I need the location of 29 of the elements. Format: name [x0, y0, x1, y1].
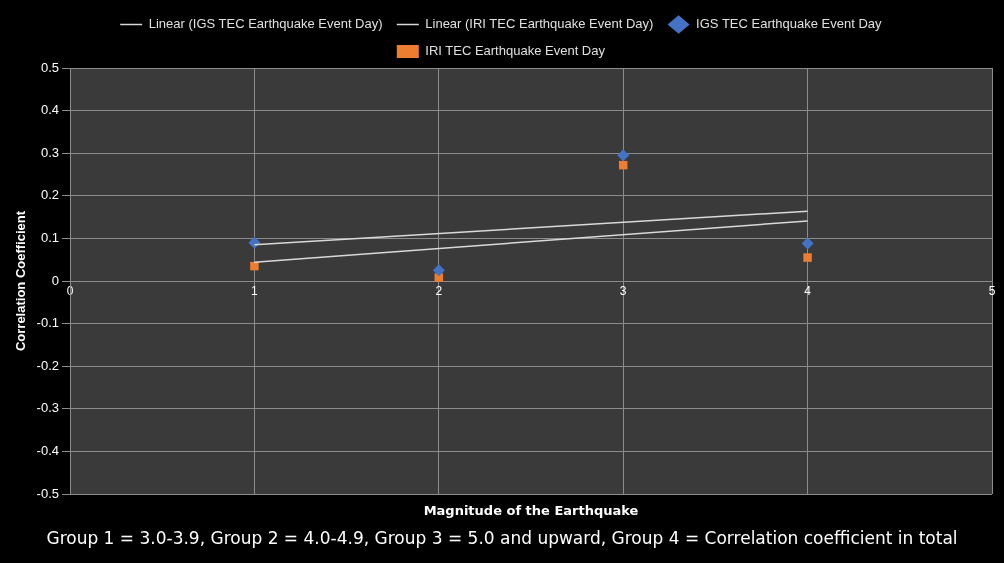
legend-label: IGS TEC Earthquake Event Day [696, 16, 883, 32]
x-axis-title: Magnitude of the Earthquake [423, 503, 639, 519]
x-tick-label: 2 [435, 283, 443, 298]
point [432, 264, 445, 277]
point [250, 261, 259, 271]
x-tick-label: 4 [804, 283, 812, 298]
y-tick-label: -0.1 [36, 315, 59, 331]
point [801, 237, 814, 250]
y-tick-label: -0.3 [36, 400, 59, 416]
point [803, 253, 812, 262]
legend-label: IRI TEC Earthquake Event Day [425, 43, 606, 59]
y-axis-title: Correlation Coefficient [13, 210, 29, 352]
y-tick-label: -0.5 [36, 485, 59, 501]
y-tick-label: 0.2 [40, 187, 59, 203]
x-tick-label: 1 [251, 283, 259, 298]
x-tick-label: 5 [988, 283, 996, 298]
y-tick-label: 0 [51, 272, 59, 288]
legend-label: Linear (IRI TEC Earthquake Event Day) [425, 16, 654, 32]
y-tick-label: 0.5 [40, 59, 59, 75]
x-tick-label: 3 [619, 283, 627, 298]
y-tick-label: 0.4 [40, 102, 59, 118]
legend-label: Linear (IGS TEC Earthquake Event Day) [148, 16, 383, 32]
y-tick-label: 0.1 [40, 229, 59, 245]
point [617, 149, 630, 162]
y-tick-label: 0.3 [40, 144, 59, 160]
point [248, 236, 261, 249]
y-tick-label: -0.2 [36, 357, 59, 373]
text: Group 1 = 3.0-3.9, Group 2 = 4.0-4.9, Group 3 = 5.0 and upward, Group 4 = Correlation coefficient in total [45, 528, 959, 548]
y-tick-label: -0.4 [36, 442, 59, 458]
